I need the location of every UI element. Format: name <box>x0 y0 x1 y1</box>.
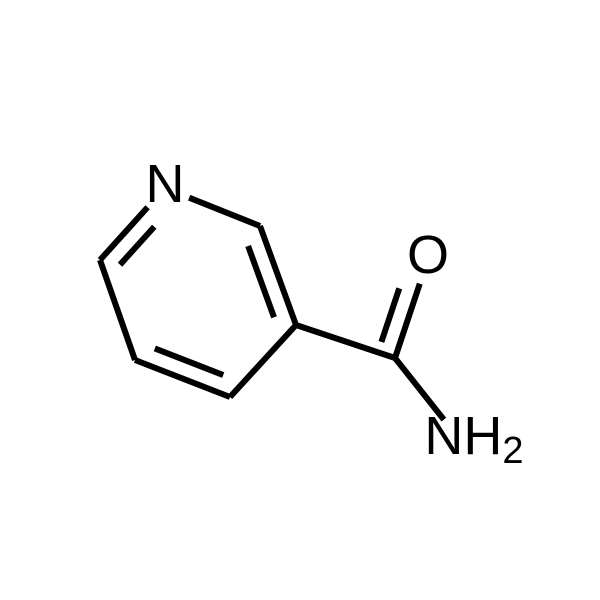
bond-line <box>100 260 135 360</box>
bond-line <box>296 325 395 358</box>
bond-line <box>381 288 399 342</box>
atom-label-o: O <box>407 225 449 285</box>
bond-line <box>135 360 230 397</box>
bond-line <box>260 226 296 325</box>
molecule-diagram: N O NH2 <box>0 0 600 600</box>
atom-label-nh2: NH2 <box>424 406 523 472</box>
atom-label-n: N <box>146 154 185 214</box>
bond-line <box>230 325 296 397</box>
bond-layer <box>100 198 444 420</box>
bond-line <box>189 198 260 226</box>
bond-line <box>100 207 148 260</box>
